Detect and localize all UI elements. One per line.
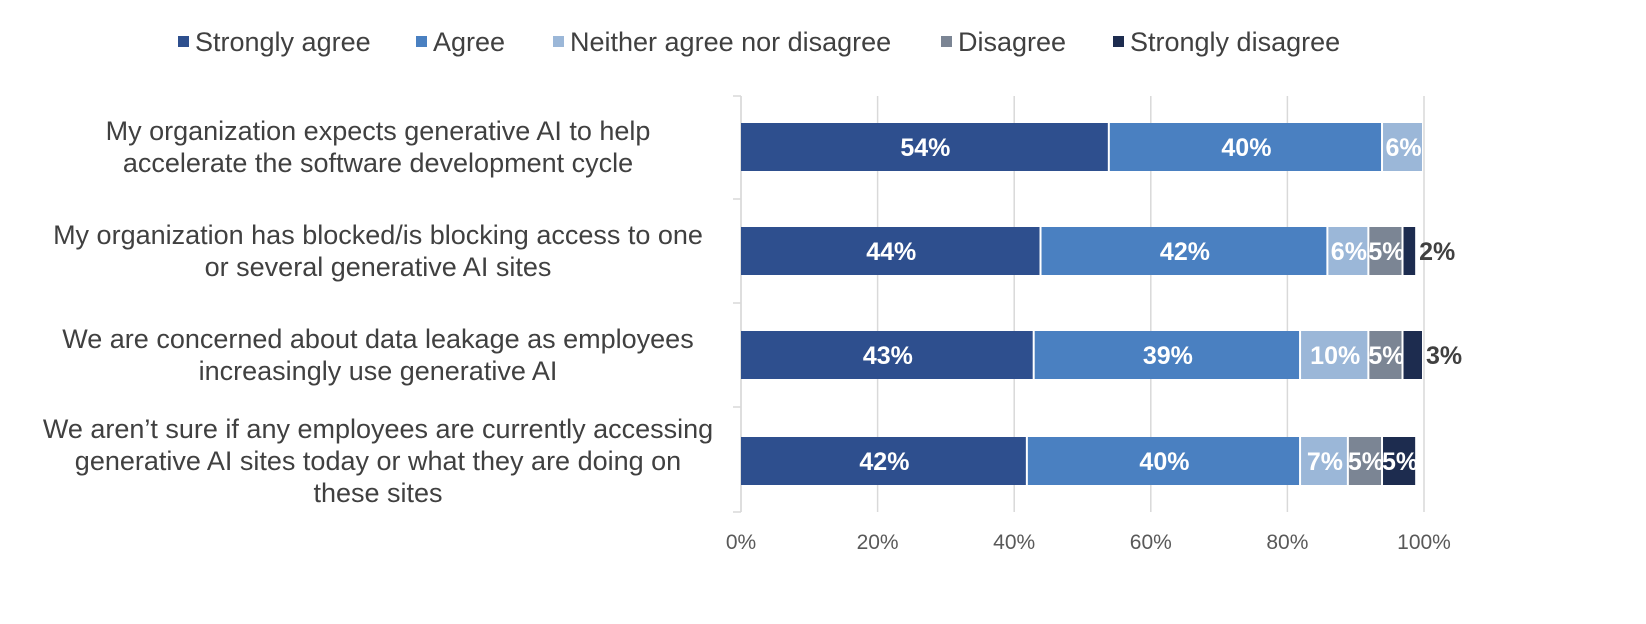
category-label-line: or several generative AI sites — [205, 252, 552, 282]
legend-swatch — [1113, 36, 1124, 47]
legend-label: Strongly agree — [195, 27, 371, 57]
category-label-line: generative AI sites today or what they a… — [75, 446, 681, 476]
category-label: My organization has blocked/is blocking … — [53, 220, 703, 282]
bar-row: 43% 39% 10% 5% 3% — [741, 331, 1462, 379]
bars: 54% 40% 6%44% 42% 6% 5% 2%43% 39% 10% 5% 3%42% 40% 7… — [741, 123, 1462, 485]
bar-segment — [741, 331, 1033, 379]
data-label: 5% — [1368, 238, 1404, 266]
x-tick-label: 80% — [1266, 531, 1308, 554]
data-label: 10% — [1310, 342, 1360, 370]
bar-segment — [1027, 437, 1300, 485]
data-label: 40% — [1221, 134, 1271, 162]
category-label: We aren’t sure if any employees are curr… — [43, 414, 713, 508]
bar-segment — [1109, 123, 1382, 171]
category-labels: My organization expects generative AI to… — [43, 116, 713, 508]
data-label: 40% — [1139, 448, 1189, 476]
x-tick-label: 100% — [1397, 531, 1451, 554]
x-tick-label: 20% — [857, 531, 899, 554]
category-label: My organization expects generative AI to… — [106, 116, 651, 178]
legend-label: Strongly disagree — [1130, 27, 1340, 57]
legend-item: Strongly disagree — [1113, 27, 1340, 57]
legend-swatch — [553, 36, 564, 47]
bar-segment — [1403, 331, 1422, 379]
data-label: 2% — [1419, 238, 1455, 266]
data-label: 6% — [1385, 134, 1421, 162]
bar-segment — [1041, 227, 1327, 275]
data-label: 42% — [859, 448, 909, 476]
data-label: 5% — [1348, 448, 1384, 476]
category-label: We are concerned about data leakage as e… — [62, 324, 693, 386]
bar-segment — [741, 437, 1026, 485]
bar-segment — [1369, 227, 1402, 275]
data-label: 6% — [1331, 238, 1367, 266]
x-tick-label: 60% — [1130, 531, 1172, 554]
data-label: 42% — [1160, 238, 1210, 266]
category-label-line: We aren’t sure if any employees are curr… — [43, 414, 713, 444]
legend-swatch — [941, 36, 952, 47]
legend-item: Neither agree nor disagree — [553, 27, 891, 57]
category-label-line: accelerate the software development cycl… — [123, 148, 633, 178]
data-label: 54% — [900, 134, 950, 162]
x-tick-label: 40% — [993, 531, 1035, 554]
category-label-line: increasingly use generative AI — [199, 356, 558, 386]
x-tick-label: 0% — [726, 531, 756, 554]
bar-segment — [1369, 331, 1402, 379]
data-label: 39% — [1143, 342, 1193, 370]
bar-segment — [741, 227, 1040, 275]
bar-row: 54% 40% 6% — [741, 123, 1422, 171]
bar-segment — [1403, 227, 1416, 275]
category-label-line: My organization has blocked/is blocking … — [53, 220, 703, 250]
legend-label: Disagree — [958, 27, 1066, 57]
data-label: 44% — [866, 238, 916, 266]
data-label: 7% — [1307, 448, 1343, 476]
bar-segment — [1301, 331, 1368, 379]
bar-segment — [1348, 437, 1382, 485]
bar-segment — [741, 123, 1108, 171]
bar-segment — [1301, 437, 1347, 485]
category-label-line: We are concerned about data leakage as e… — [62, 324, 693, 354]
data-label: 5% — [1382, 448, 1418, 476]
data-label: 43% — [863, 342, 913, 370]
bar-segment — [1328, 227, 1368, 275]
bar-segment — [1383, 437, 1416, 485]
bar-row: 44% 42% 6% 5% 2% — [741, 227, 1455, 275]
bar-segment — [1034, 331, 1300, 379]
data-label: 3% — [1426, 342, 1462, 370]
legend-item: Disagree — [941, 27, 1066, 57]
bar-segment — [1383, 123, 1422, 171]
bar-row: 42% 40% 7% 5%5% — [741, 437, 1418, 485]
legend-item: Strongly agree — [178, 27, 371, 57]
legend-label: Agree — [433, 27, 505, 57]
legend: Strongly agree Agree Neither agree nor dis… — [178, 27, 1340, 57]
category-label-line: these sites — [313, 478, 442, 508]
legend-swatch — [178, 36, 189, 47]
category-label-line: My organization expects generative AI to… — [106, 116, 651, 146]
legend-swatch — [416, 36, 427, 47]
legend-label: Neither agree nor disagree — [570, 27, 891, 57]
data-label: 5% — [1368, 342, 1404, 370]
x-axis-ticks: 0% 20% 40% 60% 80% 100% — [726, 531, 1451, 554]
legend-item: Agree — [416, 27, 505, 57]
